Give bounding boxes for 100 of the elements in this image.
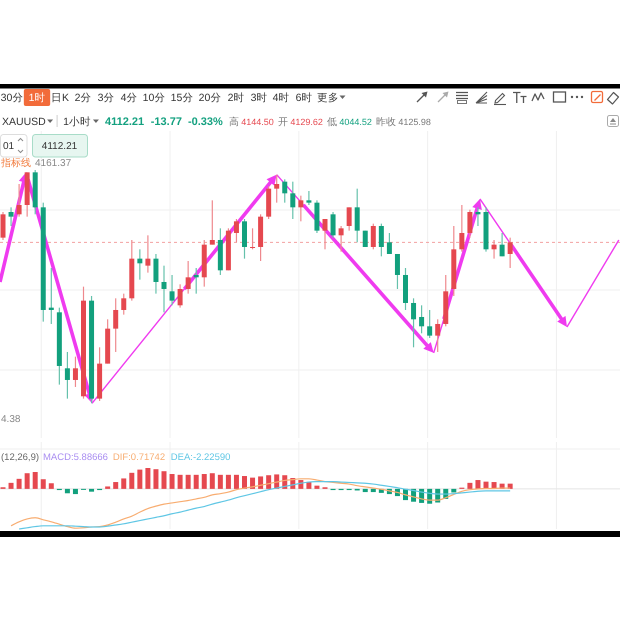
text: 1时 — [28, 91, 46, 104]
candlestick — [178, 284, 183, 308]
text: 15分 — [170, 92, 194, 104]
bar — [451, 488, 456, 492]
bar — [72, 488, 78, 494]
text: 4161.37 — [35, 158, 72, 169]
bar — [258, 476, 264, 489]
chart-title: (12,26,9) — [1, 452, 40, 463]
candlestick — [145, 234, 150, 274]
series-label: MACD:5.88666 — [43, 452, 108, 463]
text: 低 — [326, 117, 337, 128]
text: 3时 — [250, 91, 268, 104]
bar — [129, 472, 134, 489]
candlestick — [16, 183, 22, 218]
candlestick — [378, 223, 384, 257]
candlestick — [0, 211, 6, 241]
text: 开 — [278, 117, 288, 128]
text: -13.77 — [150, 116, 182, 128]
bar — [218, 474, 223, 489]
candlestick — [234, 218, 239, 243]
candlestick — [419, 304, 424, 334]
bar — [162, 471, 166, 489]
text: 01 — [3, 141, 15, 152]
text: 4分 — [120, 92, 138, 104]
text: 30分 — [0, 92, 24, 104]
text: 4时 — [272, 91, 290, 104]
candlestick — [370, 223, 376, 250]
bar — [105, 486, 110, 489]
candlestick — [435, 318, 440, 353]
bar — [8, 482, 14, 489]
text: 4112.21 — [105, 116, 144, 128]
bar — [194, 474, 199, 489]
candlestick — [153, 253, 158, 294]
candlestick — [411, 298, 416, 348]
candlestick — [394, 253, 400, 290]
candlestick — [64, 351, 70, 400]
bar — [178, 474, 183, 489]
chart-title: XAUUSD — [2, 116, 46, 128]
bar — [113, 482, 118, 489]
text: 更多 — [317, 92, 339, 104]
candlestick — [162, 265, 166, 313]
bar — [210, 473, 215, 489]
bar — [266, 475, 272, 489]
bar — [24, 473, 30, 489]
candlestick — [194, 267, 199, 294]
bar — [170, 474, 175, 489]
bar — [467, 482, 472, 489]
candlestick — [186, 260, 191, 294]
candlestick — [475, 206, 480, 227]
text: 10分 — [142, 92, 166, 104]
candlestick — [48, 267, 54, 325]
text: 4129.62 — [290, 117, 323, 127]
candlestick — [322, 218, 328, 250]
candlestick — [467, 209, 472, 238]
bar — [234, 474, 239, 489]
candlestick — [113, 298, 118, 353]
bar — [145, 468, 150, 489]
bar — [362, 488, 368, 492]
bar — [64, 488, 70, 494]
text: 4125.98 — [398, 117, 431, 127]
candlestick — [508, 237, 513, 269]
candlestick — [121, 293, 126, 316]
text: 高 — [228, 116, 239, 128]
candlestick — [250, 228, 256, 250]
text: 4112.21 — [42, 141, 78, 152]
bar — [370, 488, 376, 492]
text: 4.38 — [1, 414, 21, 425]
bar — [226, 474, 231, 489]
candlestick — [354, 188, 360, 243]
bar — [48, 483, 54, 489]
candlestick — [338, 225, 344, 252]
candlestick — [492, 239, 497, 260]
text: 指标线 — [0, 157, 31, 169]
text: 日K — [50, 92, 70, 104]
bar — [202, 474, 207, 489]
candlestick — [459, 204, 464, 252]
bar — [40, 479, 46, 489]
text: 4044.52 — [339, 117, 372, 127]
candlestick — [282, 178, 288, 204]
candlestick — [170, 274, 175, 306]
text: 2时 — [228, 91, 244, 104]
candlestick — [137, 248, 142, 280]
text: 6时 — [296, 91, 312, 104]
candlestick — [210, 200, 215, 246]
bar — [314, 486, 320, 489]
candlestick — [8, 206, 14, 227]
candlestick — [427, 309, 432, 339]
candlestick — [500, 232, 505, 257]
text: -0.33% — [188, 116, 224, 128]
bar — [32, 472, 38, 489]
candlestick — [362, 230, 368, 248]
bar — [121, 478, 126, 489]
candlestick — [290, 181, 296, 220]
bar — [250, 478, 256, 489]
bar — [16, 478, 22, 489]
text: DEA:-2.22590 — [170, 452, 230, 463]
candlestick — [386, 232, 392, 255]
bar — [137, 470, 142, 489]
bar — [186, 474, 191, 489]
candlestick — [330, 211, 336, 238]
